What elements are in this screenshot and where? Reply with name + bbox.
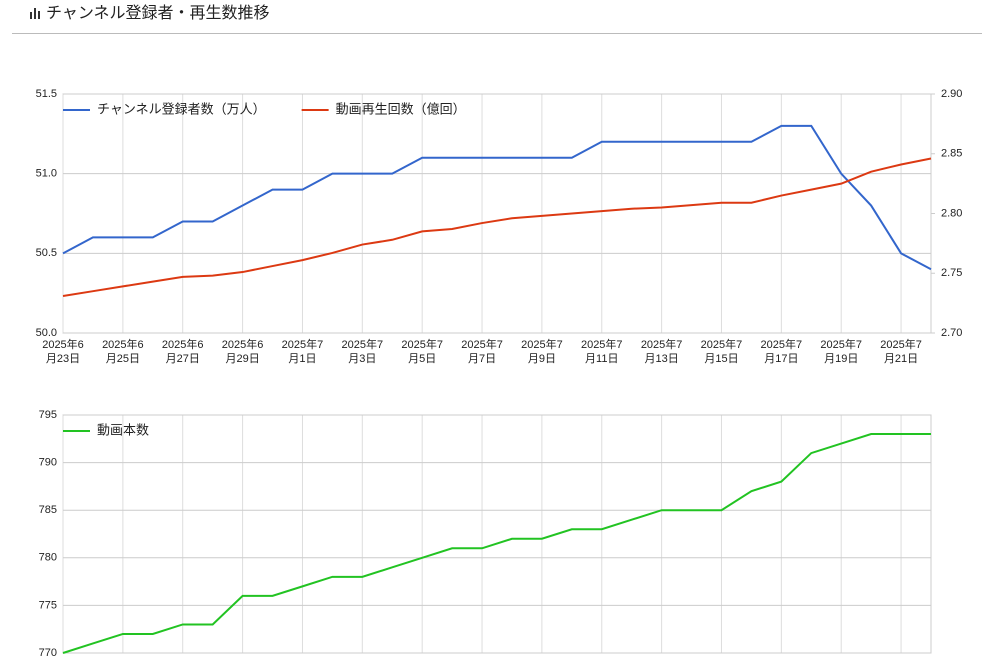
y-tick-label: 775 bbox=[39, 599, 57, 611]
x-tick-label: 2025年6 bbox=[102, 337, 144, 351]
y2-tick-label: 2.70 bbox=[941, 327, 962, 339]
page-title: チャンネル登録者・再生数推移 bbox=[46, 4, 270, 22]
x-tick-label: 月3日 bbox=[348, 353, 376, 365]
y-tick-label: 50.0 bbox=[36, 327, 57, 339]
series-line bbox=[62, 433, 931, 654]
y-tick-label: 780 bbox=[39, 552, 57, 564]
x-tick-label: 2025年7 bbox=[342, 337, 384, 351]
x-tick-label: 2025年7 bbox=[401, 337, 443, 351]
x-tick-label: 月7日 bbox=[468, 353, 496, 365]
x-tick-label: 月29日 bbox=[225, 353, 259, 365]
x-tick-label: 月19日 bbox=[824, 353, 858, 365]
legend-label: チャンネル登録者数（万人） bbox=[97, 101, 266, 116]
x-tick-label: 2025年7 bbox=[461, 337, 503, 351]
x-tick-label: 2025年7 bbox=[581, 337, 623, 351]
x-tick-label: 月25日 bbox=[106, 353, 140, 365]
y-tick-label: 50.5 bbox=[36, 247, 57, 259]
y-tick-label: 785 bbox=[39, 504, 57, 516]
plot-area bbox=[62, 414, 932, 654]
legend-label: 動画再生回数（億回） bbox=[336, 101, 466, 116]
x-tick-label: 月17日 bbox=[764, 353, 798, 365]
x-tick-label: 月15日 bbox=[704, 353, 738, 365]
y-tick-label: 51.5 bbox=[36, 88, 57, 100]
x-tick-label: 2025年7 bbox=[820, 337, 862, 351]
y-tick-label: 770 bbox=[39, 647, 57, 657]
x-tick-label: 月21日 bbox=[884, 353, 918, 365]
x-tick-label: 2025年6 bbox=[162, 337, 204, 351]
icon-bar bbox=[34, 8, 36, 19]
y-tick-label: 795 bbox=[39, 409, 57, 421]
x-tick-label: 月5日 bbox=[408, 353, 436, 365]
icon-bar bbox=[38, 11, 40, 19]
x-tick-label: 月11日 bbox=[585, 353, 618, 365]
x-tick-label: 2025年7 bbox=[521, 337, 563, 351]
x-tick-label: 月27日 bbox=[166, 353, 200, 365]
x-tick-label: 月1日 bbox=[288, 353, 316, 365]
legend-label: 動画本数 bbox=[97, 422, 149, 437]
y2-tick-label: 2.75 bbox=[941, 267, 962, 279]
x-tick-label: 2025年6 bbox=[222, 337, 264, 351]
x-tick-label: 2025年7 bbox=[641, 337, 683, 351]
x-tick-label: 2025年7 bbox=[880, 337, 922, 351]
x-tick-label: 月23日 bbox=[46, 353, 80, 365]
x-tick-label: 2025年6 bbox=[42, 337, 84, 351]
x-tick-label: 2025年7 bbox=[701, 337, 743, 351]
x-tick-label: 2025年7 bbox=[761, 337, 803, 351]
y-tick-label: 51.0 bbox=[36, 168, 57, 180]
plot-area bbox=[62, 93, 932, 334]
series-line bbox=[62, 157, 932, 297]
series-line bbox=[62, 124, 932, 271]
icon-bar bbox=[30, 12, 32, 19]
x-tick-label: 2025年7 bbox=[282, 337, 324, 351]
x-tick-label: 月9日 bbox=[528, 353, 556, 365]
y-tick-label: 790 bbox=[39, 457, 57, 469]
y2-tick-label: 2.90 bbox=[941, 88, 962, 100]
y2-tick-label: 2.85 bbox=[941, 148, 962, 160]
y2-tick-label: 2.80 bbox=[941, 207, 962, 219]
x-tick-label: 月13日 bbox=[644, 353, 678, 365]
